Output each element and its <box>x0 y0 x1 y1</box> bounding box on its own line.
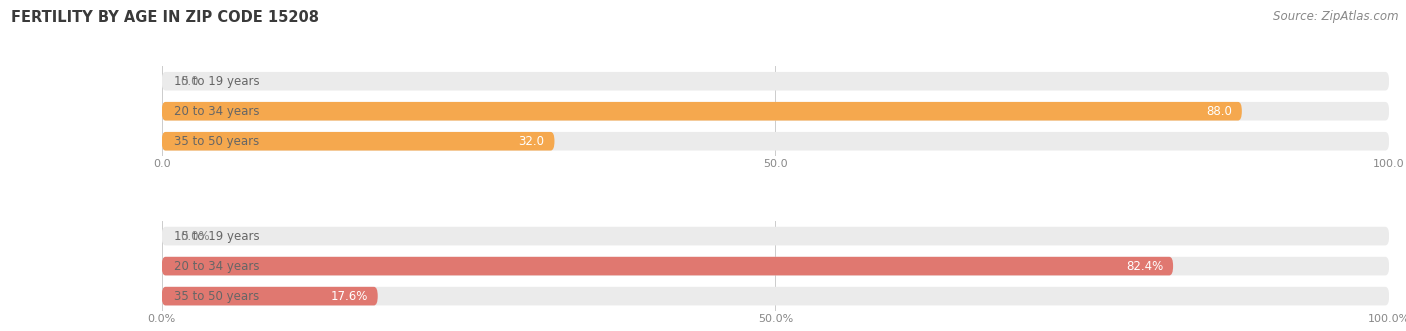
FancyBboxPatch shape <box>162 227 1389 245</box>
Text: Source: ZipAtlas.com: Source: ZipAtlas.com <box>1274 10 1399 23</box>
Text: 35 to 50 years: 35 to 50 years <box>174 290 259 303</box>
FancyBboxPatch shape <box>162 287 1389 306</box>
Text: 35 to 50 years: 35 to 50 years <box>174 135 259 148</box>
Text: 15 to 19 years: 15 to 19 years <box>174 75 260 88</box>
FancyBboxPatch shape <box>162 257 1173 275</box>
Text: FERTILITY BY AGE IN ZIP CODE 15208: FERTILITY BY AGE IN ZIP CODE 15208 <box>11 10 319 25</box>
Text: 82.4%: 82.4% <box>1126 260 1163 273</box>
FancyBboxPatch shape <box>162 72 1389 90</box>
FancyBboxPatch shape <box>162 102 1241 120</box>
Text: 20 to 34 years: 20 to 34 years <box>174 260 260 273</box>
Text: 0.0: 0.0 <box>180 75 198 88</box>
Text: 20 to 34 years: 20 to 34 years <box>174 105 260 118</box>
FancyBboxPatch shape <box>162 132 1389 151</box>
Text: 32.0: 32.0 <box>519 135 544 148</box>
FancyBboxPatch shape <box>162 102 1389 120</box>
Text: 15 to 19 years: 15 to 19 years <box>174 230 260 243</box>
FancyBboxPatch shape <box>162 287 378 306</box>
Text: 0.0%: 0.0% <box>180 230 209 243</box>
Text: 88.0: 88.0 <box>1206 105 1232 118</box>
Text: 17.6%: 17.6% <box>330 290 368 303</box>
FancyBboxPatch shape <box>162 257 1389 275</box>
FancyBboxPatch shape <box>162 132 554 151</box>
